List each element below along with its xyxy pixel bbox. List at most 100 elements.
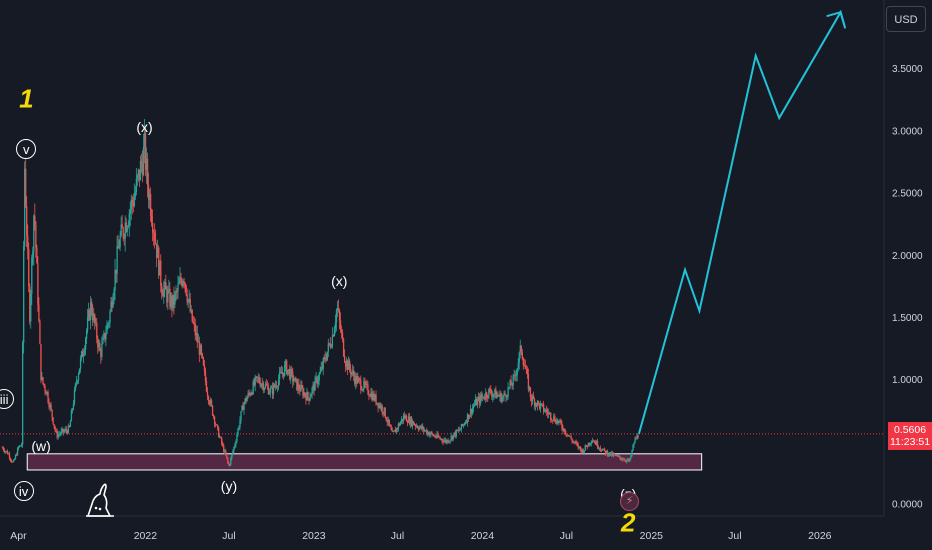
candle-body	[157, 247, 159, 258]
candle-body	[270, 387, 273, 389]
candle-body	[444, 439, 446, 441]
candle-body	[366, 383, 368, 385]
candle-body	[237, 428, 239, 435]
candle-body	[540, 403, 543, 405]
candle-body	[236, 434, 238, 442]
candle-body	[123, 236, 125, 239]
candle-body	[74, 383, 77, 390]
candle-body	[280, 371, 283, 374]
dinosaur-logo-icon[interactable]	[84, 482, 116, 523]
candle-body	[364, 381, 366, 385]
candle-body	[398, 423, 401, 426]
candle-body	[491, 393, 493, 397]
candle-body	[116, 246, 118, 274]
candle-body	[561, 423, 563, 429]
candle-body	[339, 320, 342, 331]
candle-body	[535, 403, 538, 407]
candle-body	[616, 455, 618, 457]
candle-body	[578, 446, 580, 448]
candle-body	[562, 428, 564, 431]
candle-body	[552, 420, 554, 422]
candle-body	[60, 430, 62, 434]
candle-body	[16, 448, 19, 456]
candle-body	[39, 320, 41, 344]
lightning-icon[interactable]: ⚡	[620, 492, 639, 511]
candle-body	[141, 163, 144, 175]
candle-body	[153, 232, 155, 234]
candle-body	[370, 392, 372, 397]
candle-body	[173, 294, 175, 305]
candle-body	[253, 381, 255, 386]
candle-body	[526, 369, 529, 374]
candle-body	[534, 403, 537, 407]
candle-body	[249, 393, 251, 396]
candle-body	[506, 396, 508, 398]
x-tick-label: Jul	[222, 530, 235, 542]
candle-body	[121, 224, 123, 229]
candle-body	[62, 428, 64, 433]
candle-body	[599, 448, 602, 450]
candle-body	[163, 288, 165, 297]
candle-body	[36, 247, 38, 264]
wave-label-iv: iv	[13, 481, 34, 502]
wave-label-v: v	[16, 139, 37, 160]
candle-body	[142, 146, 145, 175]
candle-body	[256, 376, 258, 378]
candle-body	[84, 338, 87, 350]
candle-body	[212, 415, 215, 417]
candle-body	[292, 371, 294, 382]
candle-body	[311, 388, 313, 395]
candle-body	[221, 437, 223, 444]
candle-body	[167, 291, 169, 303]
candle-body	[3, 450, 6, 452]
candle-body	[286, 360, 288, 374]
currency-button[interactable]: USD	[886, 6, 926, 32]
candle-body	[612, 452, 614, 456]
candle-body	[243, 403, 245, 411]
candle-body	[361, 389, 363, 391]
candle-body	[24, 168, 26, 247]
candle-body	[25, 168, 27, 207]
candle-body	[17, 446, 20, 449]
candle-body	[41, 377, 43, 380]
candle-body	[537, 401, 540, 404]
candle-body	[451, 435, 453, 440]
candle-body	[625, 460, 627, 462]
candle-body	[389, 424, 391, 427]
candle-body	[178, 282, 180, 285]
candle-body	[57, 434, 59, 438]
candle-body	[429, 434, 431, 436]
candle-body	[427, 432, 429, 435]
candle-body	[577, 444, 579, 448]
candle-body	[255, 376, 257, 378]
candle-body	[209, 400, 212, 404]
candle-body	[328, 343, 331, 345]
candle-body	[611, 452, 613, 456]
candle-body	[100, 350, 102, 358]
candle-body	[250, 393, 252, 396]
candle-body	[340, 330, 343, 333]
candle-body	[97, 338, 99, 348]
candle-body	[185, 285, 187, 295]
x-tick-label: Apr	[10, 530, 27, 542]
candle-body	[127, 225, 129, 228]
candle-body	[437, 433, 439, 438]
candle-body	[22, 342, 24, 445]
candle-body	[482, 396, 484, 398]
candle-body	[176, 291, 178, 292]
candle-body	[508, 387, 510, 388]
candle-body	[206, 391, 209, 397]
candle-body	[59, 433, 61, 435]
candle-body	[591, 440, 594, 443]
candle-body	[627, 458, 629, 460]
candle-body	[161, 285, 163, 295]
candle-body	[260, 384, 262, 387]
candle-body	[131, 199, 133, 203]
candle-body	[358, 377, 360, 379]
y-tick-label: 3.5000	[892, 64, 923, 75]
candle-body	[387, 419, 389, 423]
candle-body	[565, 433, 567, 435]
candle-body	[341, 332, 344, 339]
candle-body	[207, 396, 210, 402]
